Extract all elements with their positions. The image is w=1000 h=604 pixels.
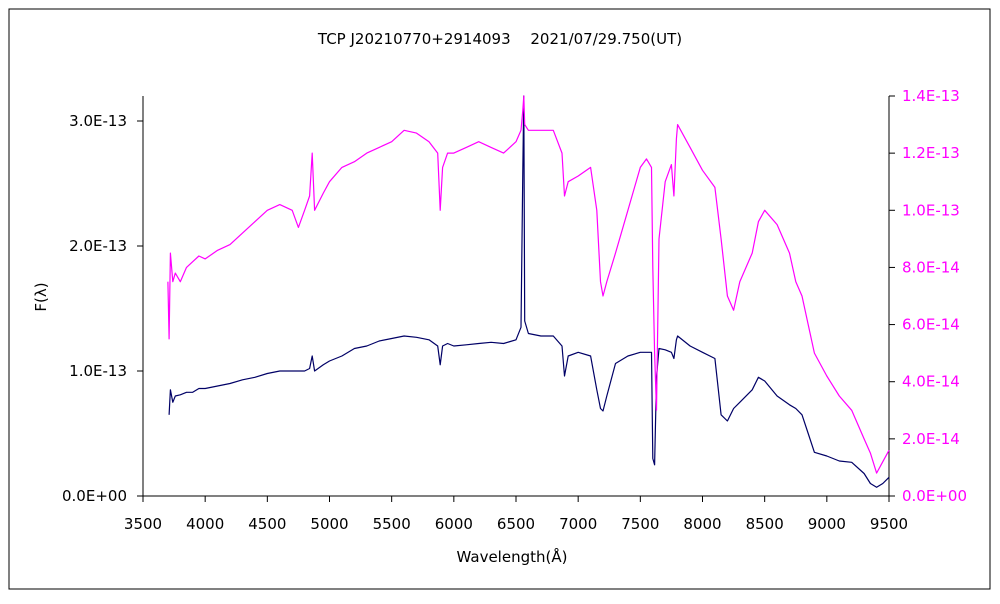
y-right-tick-label: 2.0E-14 (902, 430, 960, 448)
x-tick-label: 9000 (808, 515, 846, 533)
x-tick-label: 7000 (559, 515, 597, 533)
x-axis-label: Wavelength(Å) (457, 547, 568, 566)
x-tick-label: 3500 (124, 515, 162, 533)
axes-layer: 3500 4000 4500 5000 5500 6000 6500 7000 7500 8000… (62, 87, 967, 533)
y-axis-label: F(λ) (32, 282, 50, 311)
x-tick-label: 6000 (435, 515, 473, 533)
y-left-tick-label: 0.0E+00 (62, 487, 127, 505)
y-right-tick-label: 1.2E-13 (902, 144, 960, 162)
y-right-tick-label: 4.0E-14 (902, 373, 960, 391)
x-tick-label: 4000 (186, 515, 224, 533)
x-tick-label: 8500 (746, 515, 784, 533)
x-tick-label: 5000 (310, 515, 348, 533)
y-left-tick-label: 1.0E-13 (69, 362, 127, 380)
y-right-tick-label: 8.0E-14 (902, 258, 960, 276)
x-tick-label: 9500 (870, 515, 908, 533)
x-tick-label: 6500 (497, 515, 535, 533)
y-right-tick-label: 6.0E-14 (902, 316, 960, 334)
x-tick-label: 7500 (621, 515, 659, 533)
y-right-tick-label: 1.0E-13 (902, 201, 960, 219)
y-left-tick-label: 3.0E-13 (69, 112, 127, 130)
chart-title: TCP J20210770+2914093 2021/07/29.750(UT) (317, 30, 682, 48)
series-left-line (168, 95, 890, 488)
y-right-tick-label: 0.0E+00 (902, 487, 967, 505)
x-tick-label: 5500 (373, 515, 411, 533)
x-tick-label: 4500 (248, 515, 286, 533)
chart-border (8, 8, 991, 590)
series-layer (167, 95, 890, 488)
y-left-tick-label: 2.0E-13 (69, 237, 127, 255)
y-right-tick-label: 1.4E-13 (902, 87, 960, 105)
series-right-line (167, 95, 890, 474)
x-tick-label: 8000 (683, 515, 721, 533)
